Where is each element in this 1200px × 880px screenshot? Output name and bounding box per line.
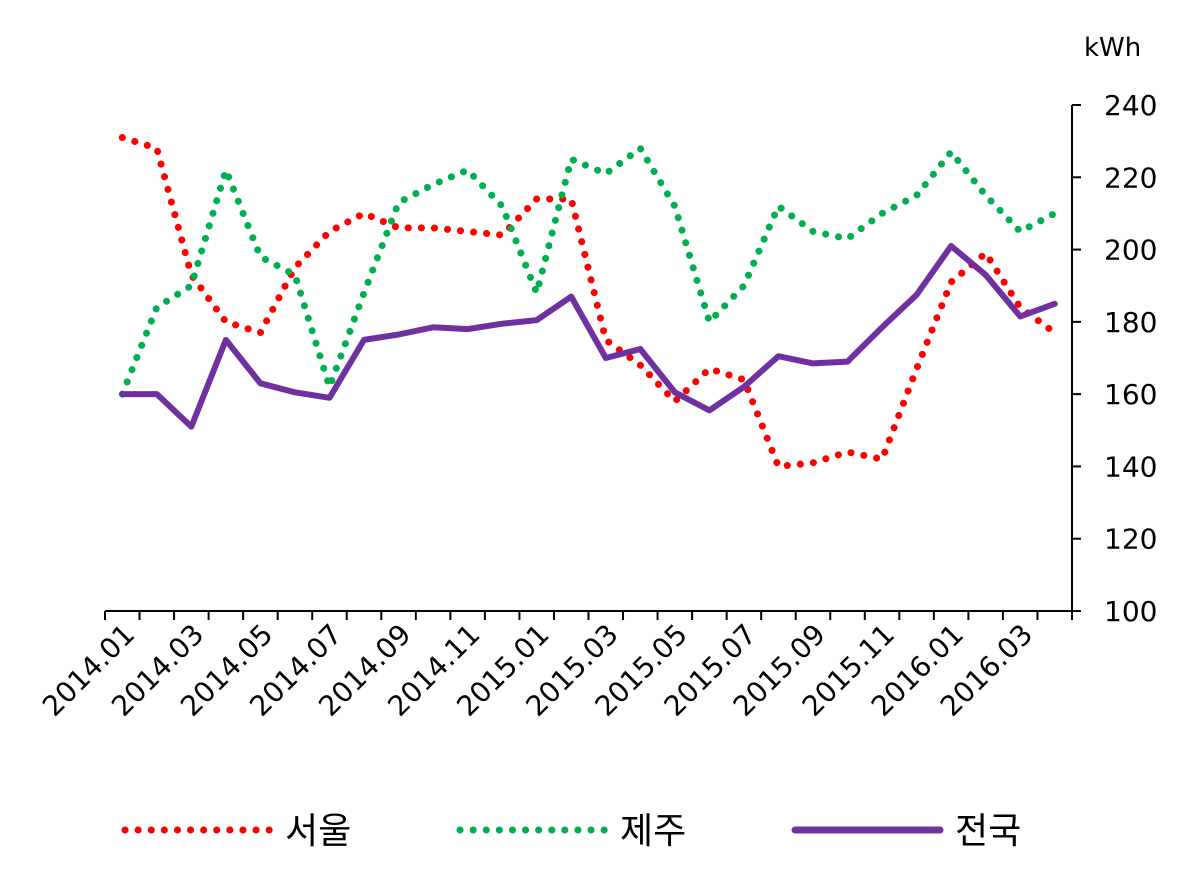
series-1 — [118, 134, 1059, 470]
legend-label: 전국 — [955, 811, 1021, 852]
series-3 — [119, 243, 1058, 430]
y-tick-label: 200 — [1104, 234, 1157, 267]
series-2 — [118, 144, 1059, 398]
series-line — [118, 144, 1059, 398]
y-tick-label: 160 — [1104, 378, 1157, 411]
series-line — [118, 134, 1059, 470]
axes: 100120140160180200220240kWh2014.012014.0… — [36, 33, 1157, 723]
legend: 서울 제주 전국 — [121, 811, 1021, 852]
y-tick-label: 240 — [1104, 89, 1157, 122]
legend-item-3: 전국 — [791, 811, 1021, 852]
y-tick-label: 140 — [1104, 450, 1157, 483]
legend-label: 서울 — [285, 811, 351, 852]
series-layer — [118, 134, 1059, 470]
series-line — [119, 243, 1058, 430]
y-tick-label: 120 — [1104, 523, 1157, 556]
y-axis-unit: kWh — [1084, 33, 1141, 63]
y-tick-label: 100 — [1104, 595, 1157, 628]
legend-item-2: 제주 — [456, 811, 686, 852]
legend-item-1: 서울 — [121, 811, 351, 852]
legend-label: 제주 — [620, 811, 686, 852]
y-tick-label: 180 — [1104, 306, 1157, 339]
y-tick-label: 220 — [1104, 161, 1157, 194]
